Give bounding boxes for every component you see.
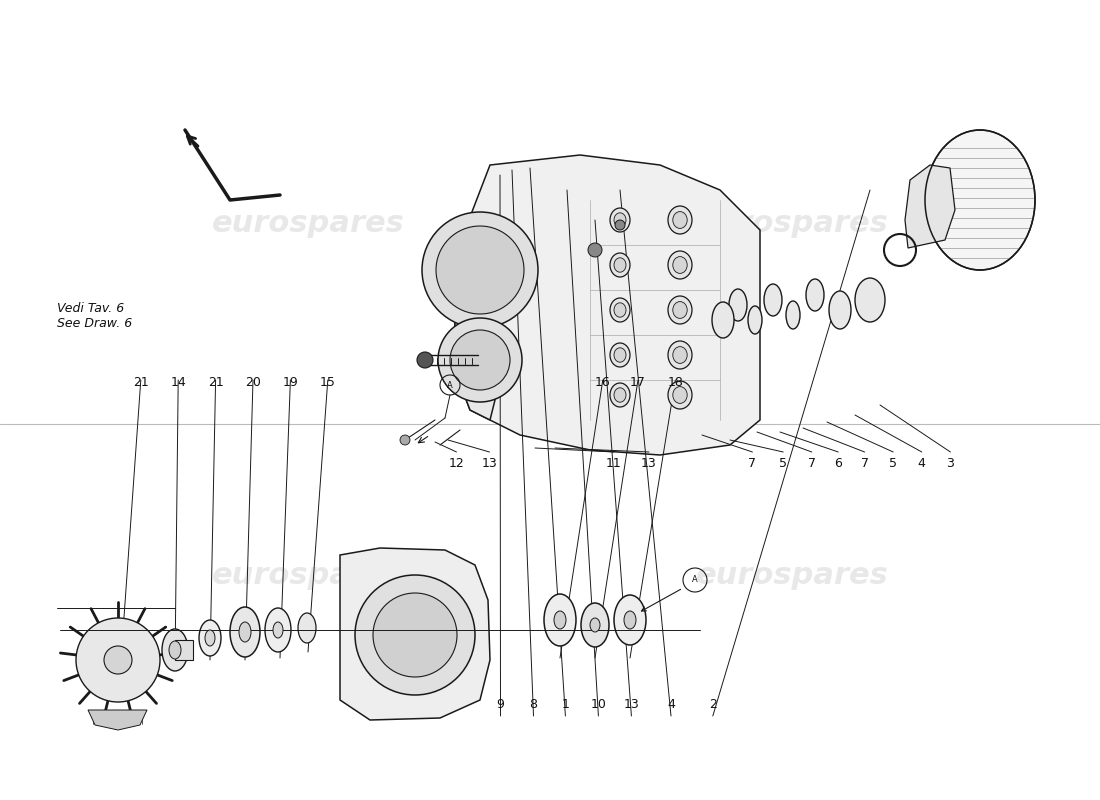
Ellipse shape — [748, 306, 762, 334]
Ellipse shape — [673, 386, 688, 403]
Polygon shape — [88, 710, 147, 730]
Polygon shape — [340, 548, 490, 720]
Ellipse shape — [162, 629, 188, 671]
Ellipse shape — [668, 296, 692, 324]
Text: 4: 4 — [917, 457, 926, 470]
Circle shape — [373, 593, 456, 677]
Ellipse shape — [610, 298, 630, 322]
Ellipse shape — [668, 341, 692, 369]
Text: 8: 8 — [529, 698, 538, 711]
Text: 1: 1 — [561, 698, 570, 711]
Text: 13: 13 — [641, 457, 657, 470]
Circle shape — [450, 330, 510, 390]
Text: 2: 2 — [708, 698, 717, 711]
Ellipse shape — [199, 620, 221, 656]
Text: 12: 12 — [449, 457, 464, 470]
Ellipse shape — [614, 302, 626, 317]
Ellipse shape — [265, 608, 292, 652]
Polygon shape — [455, 155, 760, 455]
Ellipse shape — [712, 302, 734, 338]
Circle shape — [438, 318, 522, 402]
Text: 13: 13 — [624, 698, 639, 711]
Ellipse shape — [806, 279, 824, 311]
Text: A: A — [692, 575, 697, 585]
Ellipse shape — [205, 630, 214, 646]
Text: 3: 3 — [946, 457, 955, 470]
Text: eurospares: eurospares — [695, 562, 889, 590]
Ellipse shape — [590, 618, 600, 632]
Ellipse shape — [273, 622, 283, 638]
Text: eurospares: eurospares — [211, 562, 405, 590]
Ellipse shape — [624, 611, 636, 629]
Circle shape — [417, 352, 433, 368]
Ellipse shape — [829, 291, 851, 329]
Ellipse shape — [668, 381, 692, 409]
Ellipse shape — [614, 388, 626, 402]
Ellipse shape — [764, 284, 782, 316]
Text: 18: 18 — [668, 376, 683, 389]
Text: 14: 14 — [170, 376, 186, 389]
Ellipse shape — [610, 208, 630, 232]
Ellipse shape — [614, 348, 626, 362]
Ellipse shape — [554, 611, 566, 629]
Text: 17: 17 — [630, 376, 646, 389]
Text: 10: 10 — [591, 698, 606, 711]
Ellipse shape — [614, 258, 626, 272]
Text: 20: 20 — [245, 376, 261, 389]
Circle shape — [400, 435, 410, 445]
Ellipse shape — [614, 213, 626, 227]
Circle shape — [104, 646, 132, 674]
Text: A: A — [447, 381, 453, 390]
Circle shape — [615, 220, 625, 230]
Text: 6: 6 — [834, 457, 843, 470]
Text: 16: 16 — [595, 376, 610, 389]
Text: 9: 9 — [496, 698, 505, 711]
Circle shape — [588, 243, 602, 257]
Ellipse shape — [610, 343, 630, 367]
Text: eurospares: eurospares — [695, 210, 889, 238]
Text: 11: 11 — [606, 457, 621, 470]
Ellipse shape — [786, 301, 800, 329]
Ellipse shape — [614, 595, 646, 645]
Text: 21: 21 — [208, 376, 223, 389]
Ellipse shape — [169, 641, 182, 659]
Bar — [175, 640, 192, 660]
Text: 4: 4 — [667, 698, 675, 711]
Text: 7: 7 — [860, 457, 869, 470]
Ellipse shape — [230, 607, 260, 657]
Ellipse shape — [610, 253, 630, 277]
Circle shape — [422, 212, 538, 328]
Ellipse shape — [668, 206, 692, 234]
Ellipse shape — [298, 613, 316, 643]
Ellipse shape — [925, 130, 1035, 270]
Circle shape — [355, 575, 475, 695]
Text: 7: 7 — [748, 457, 757, 470]
Ellipse shape — [668, 251, 692, 279]
Text: Vedi Tav. 6
See Draw. 6: Vedi Tav. 6 See Draw. 6 — [57, 302, 132, 330]
Ellipse shape — [673, 257, 688, 274]
Ellipse shape — [855, 278, 886, 322]
Text: 7: 7 — [807, 457, 816, 470]
Ellipse shape — [673, 212, 688, 229]
Ellipse shape — [610, 383, 630, 407]
Text: 5: 5 — [779, 457, 788, 470]
Text: 5: 5 — [889, 457, 898, 470]
Ellipse shape — [239, 622, 251, 642]
Ellipse shape — [673, 302, 688, 318]
Circle shape — [436, 226, 524, 314]
Text: 13: 13 — [482, 457, 497, 470]
Ellipse shape — [673, 346, 688, 363]
Text: 15: 15 — [320, 376, 336, 389]
Ellipse shape — [581, 603, 609, 647]
Polygon shape — [905, 165, 955, 248]
Text: 19: 19 — [283, 376, 298, 389]
Circle shape — [76, 618, 160, 702]
Ellipse shape — [729, 289, 747, 321]
Ellipse shape — [544, 594, 576, 646]
Text: eurospares: eurospares — [211, 210, 405, 238]
Text: 21: 21 — [133, 376, 148, 389]
Polygon shape — [455, 230, 500, 420]
